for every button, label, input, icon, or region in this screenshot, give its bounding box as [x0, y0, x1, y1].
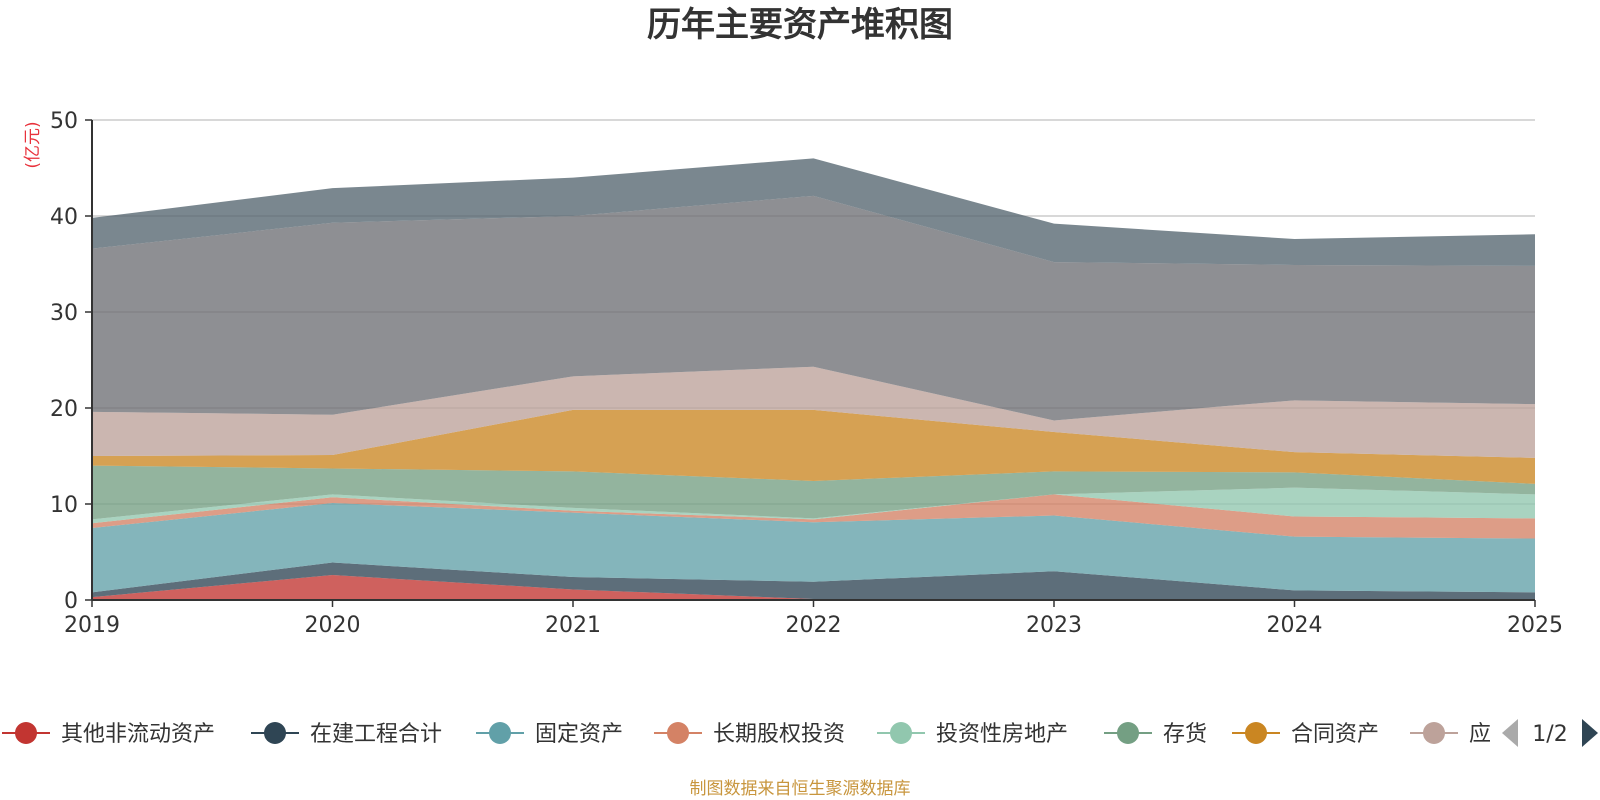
area-series-0 — [92, 575, 1535, 600]
x-tick-label: 2025 — [1507, 613, 1563, 638]
legend-circle-marker — [264, 722, 286, 744]
legend-circle-marker — [667, 722, 689, 744]
legend-item-6[interactable]: 合同资产 — [1232, 722, 1379, 747]
area-series-1 — [92, 562, 1535, 600]
area-series-9 — [92, 158, 1535, 266]
legend-label: 存货 — [1163, 722, 1207, 747]
legend-item-5[interactable]: 存货 — [1104, 722, 1207, 747]
legend-circle-marker — [1245, 722, 1267, 744]
legend-item-1[interactable]: 在建工程合计 — [251, 722, 442, 747]
legend-label: 固定资产 — [535, 722, 623, 747]
area-series-3 — [92, 494, 1535, 539]
area-series-7 — [92, 366, 1535, 458]
y-tick-label: 40 — [50, 205, 78, 230]
legend-item-4[interactable]: 投资性房地产 — [877, 722, 1068, 747]
legend-circle-marker — [1117, 722, 1139, 744]
area-series — [92, 158, 1535, 600]
y-axis-unit-label: (亿元) — [23, 121, 43, 168]
legend-circle-marker — [15, 722, 37, 744]
legend-item-3[interactable]: 长期股权投资 — [654, 722, 845, 747]
legend-next-page-button[interactable] — [1582, 719, 1598, 747]
triangle-left-icon[interactable] — [1502, 719, 1518, 747]
area-series-6 — [92, 409, 1535, 484]
legend-label: 其他非流动资产 — [61, 722, 215, 747]
y-tick-label: 0 — [64, 589, 78, 614]
legend-item-7[interactable]: 应 — [1410, 722, 1491, 747]
legend-circle-marker — [489, 722, 511, 744]
triangle-right-icon[interactable] — [1582, 719, 1598, 747]
x-tick-label: 2020 — [305, 613, 361, 638]
legend-page-indicator: 1/2 — [1532, 722, 1567, 747]
chart-title: 历年主要资产堆积图 — [647, 5, 953, 45]
y-tick-label: 30 — [50, 301, 78, 326]
legend-prev-page-button[interactable] — [1502, 719, 1518, 747]
y-tick-label: 50 — [50, 109, 78, 134]
legend-label: 在建工程合计 — [310, 722, 442, 747]
legend-label: 应 — [1469, 722, 1491, 747]
x-tick-label: 2019 — [64, 613, 120, 638]
legend: 1/2 其他非流动资产 在建工程合计 固定资产 长期股权投资 投资性房地产 存货 合同资产 应 — [2, 719, 1598, 747]
legend-label: 长期股权投资 — [713, 722, 845, 747]
legend-label: 投资性房地产 — [936, 722, 1068, 747]
x-tick-label: 2021 — [545, 613, 601, 638]
legend-label: 合同资产 — [1291, 722, 1379, 747]
legend-circle-marker — [890, 722, 912, 744]
x-tick-label: 2024 — [1267, 613, 1323, 638]
legend-item-2[interactable]: 固定资产 — [476, 722, 623, 747]
axes: 0 10 20 30 40 50 2019 2020 2021 2022 2023 2024 2025 — [50, 109, 1563, 638]
area-series-8 — [92, 195, 1535, 421]
y-tick-label: 10 — [50, 493, 78, 518]
area-series-5 — [92, 465, 1535, 520]
legend-circle-marker — [1423, 722, 1445, 744]
y-tick-label: 20 — [50, 397, 78, 422]
area-series-4 — [92, 487, 1535, 524]
legend-item-0[interactable]: 其他非流动资产 — [2, 722, 215, 747]
area-series-2 — [92, 503, 1535, 593]
x-tick-label: 2022 — [786, 613, 842, 638]
x-tick-label: 2023 — [1026, 613, 1082, 638]
data-source-note: 制图数据来自恒生聚源数据库 — [690, 779, 911, 799]
